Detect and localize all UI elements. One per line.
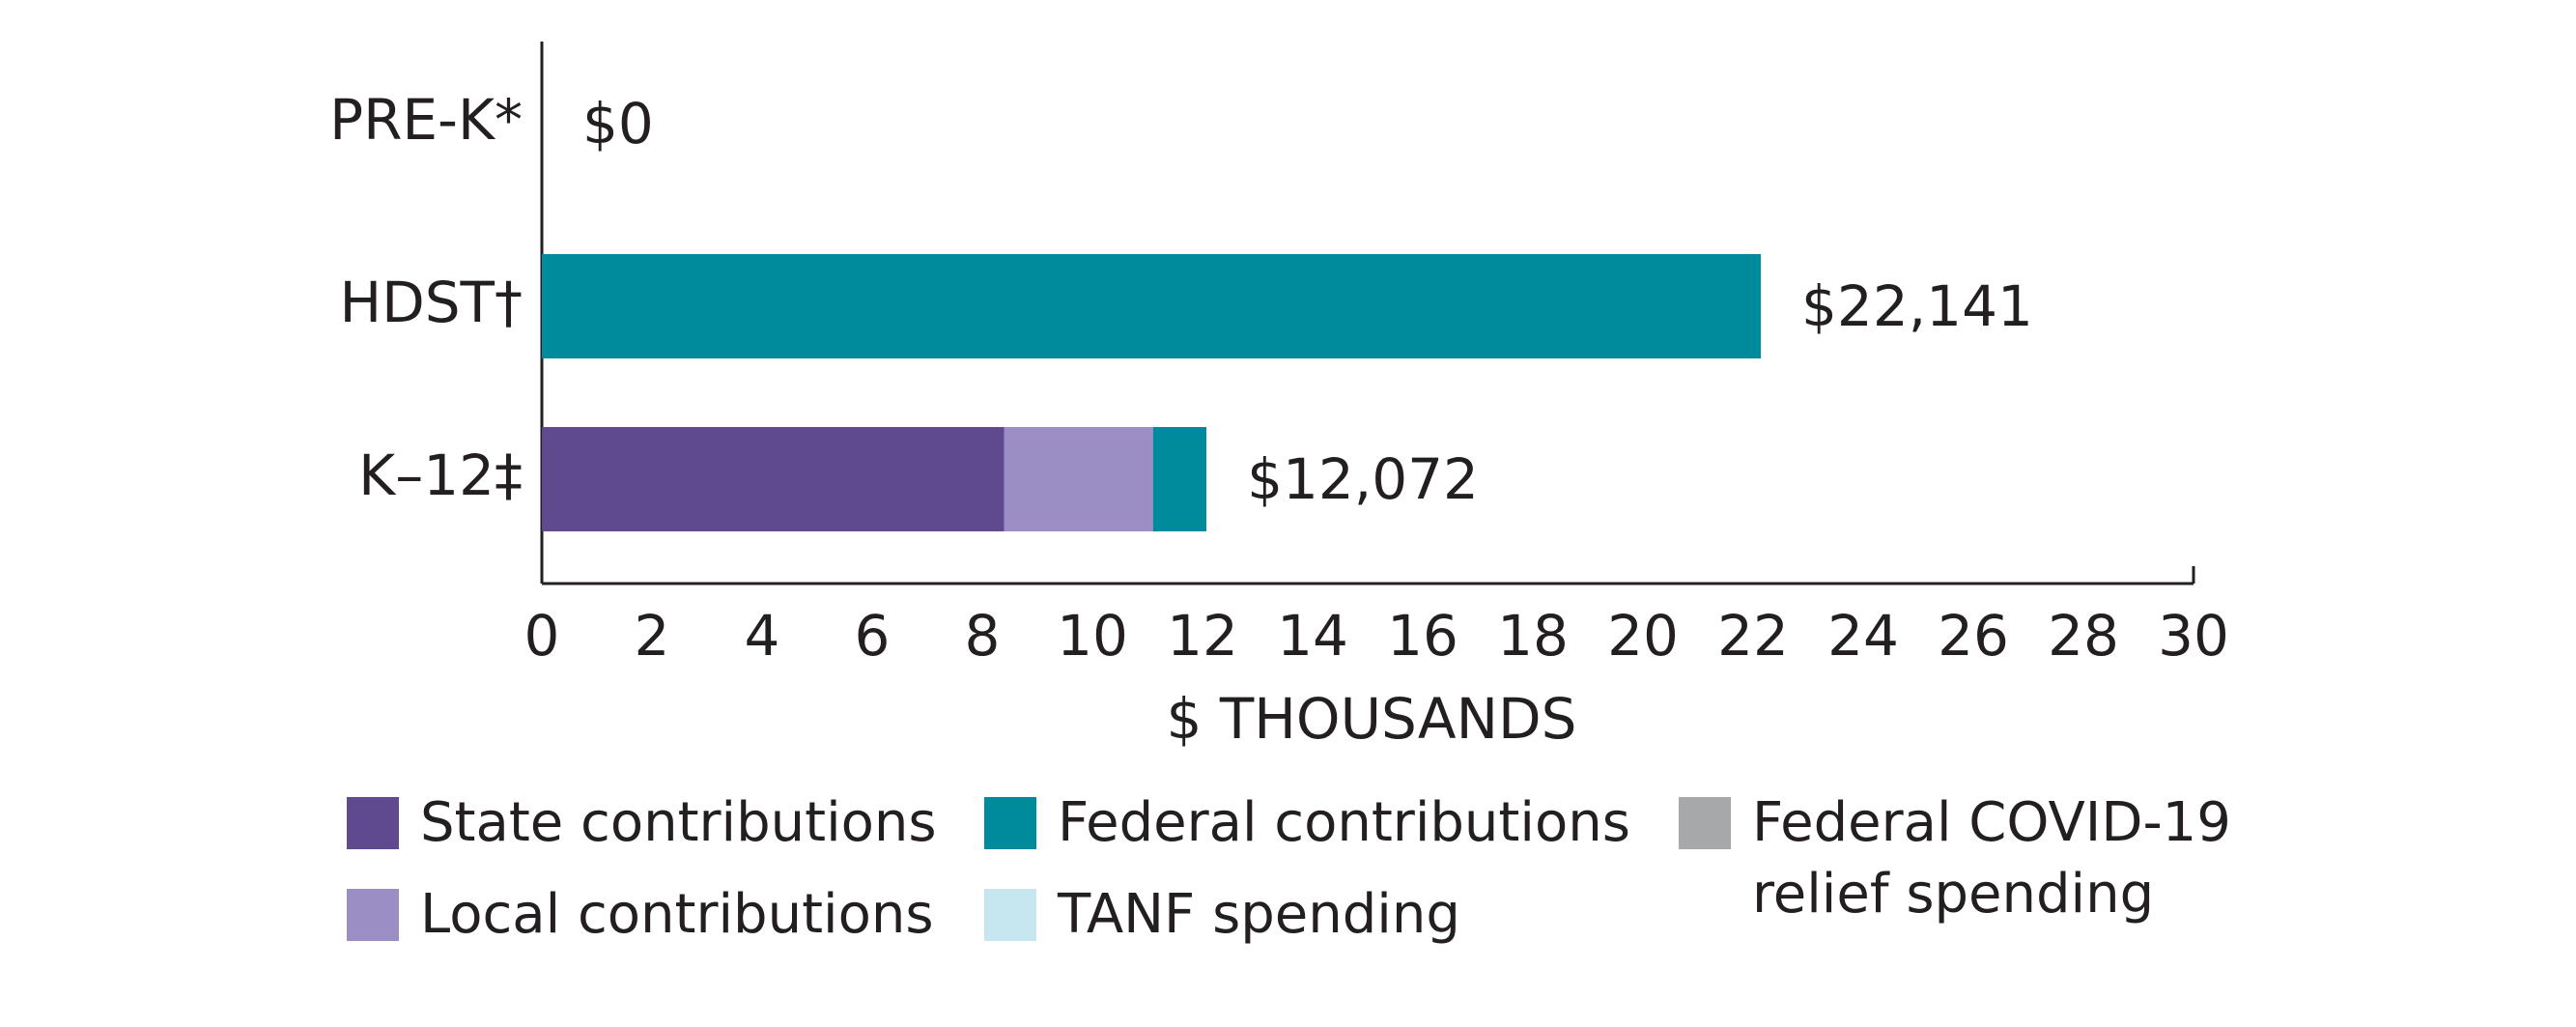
x-tick-label: 12: [1167, 603, 1238, 669]
legend-swatch: [347, 889, 399, 941]
x-tick-label: 10: [1057, 603, 1128, 669]
x-tick-label: 0: [524, 603, 560, 669]
x-tick-label: 26: [1938, 603, 2009, 669]
x-tick-label: 14: [1277, 603, 1348, 669]
x-tick-label: 2: [635, 603, 670, 669]
bar-segment: [542, 254, 1762, 358]
x-tick-label: 16: [1387, 603, 1458, 669]
bar-segment: [1004, 427, 1153, 531]
bar-segment: [1152, 427, 1206, 531]
x-axis-title: $ THOUSANDS: [1167, 686, 1577, 752]
x-tick-label: 20: [1607, 603, 1679, 669]
category-label: HDST†: [339, 270, 523, 335]
legend-swatch: [984, 797, 1036, 849]
total-label: $22,141: [1801, 273, 2033, 339]
legend-label: State contributions: [420, 791, 937, 854]
x-tick-label: 22: [1717, 603, 1789, 669]
legend-label: Local contributions: [420, 883, 934, 946]
category-label: PRE-K*: [329, 87, 523, 153]
legend-label: TANF spending: [1058, 883, 1460, 946]
legend-swatch: [984, 889, 1036, 941]
x-tick-label: 18: [1497, 603, 1569, 669]
legend-swatch: [347, 797, 399, 849]
legend-swatch: [1679, 797, 1731, 849]
legend-label: Federal COVID-19 relief spending: [1752, 791, 2231, 926]
bar-segment: [542, 427, 1005, 531]
x-tick-label: 28: [2048, 603, 2119, 669]
legend-label: Federal contributions: [1058, 791, 1630, 854]
x-tick-label: 30: [2158, 603, 2229, 669]
category-label: K–12‡: [358, 442, 523, 508]
x-tick-label: 6: [855, 603, 891, 669]
total-label: $12,072: [1247, 446, 1479, 512]
total-label: $0: [582, 91, 654, 157]
x-tick-label: 4: [745, 603, 780, 669]
x-tick-label: 8: [965, 603, 1001, 669]
x-tick-label: 24: [1827, 603, 1899, 669]
